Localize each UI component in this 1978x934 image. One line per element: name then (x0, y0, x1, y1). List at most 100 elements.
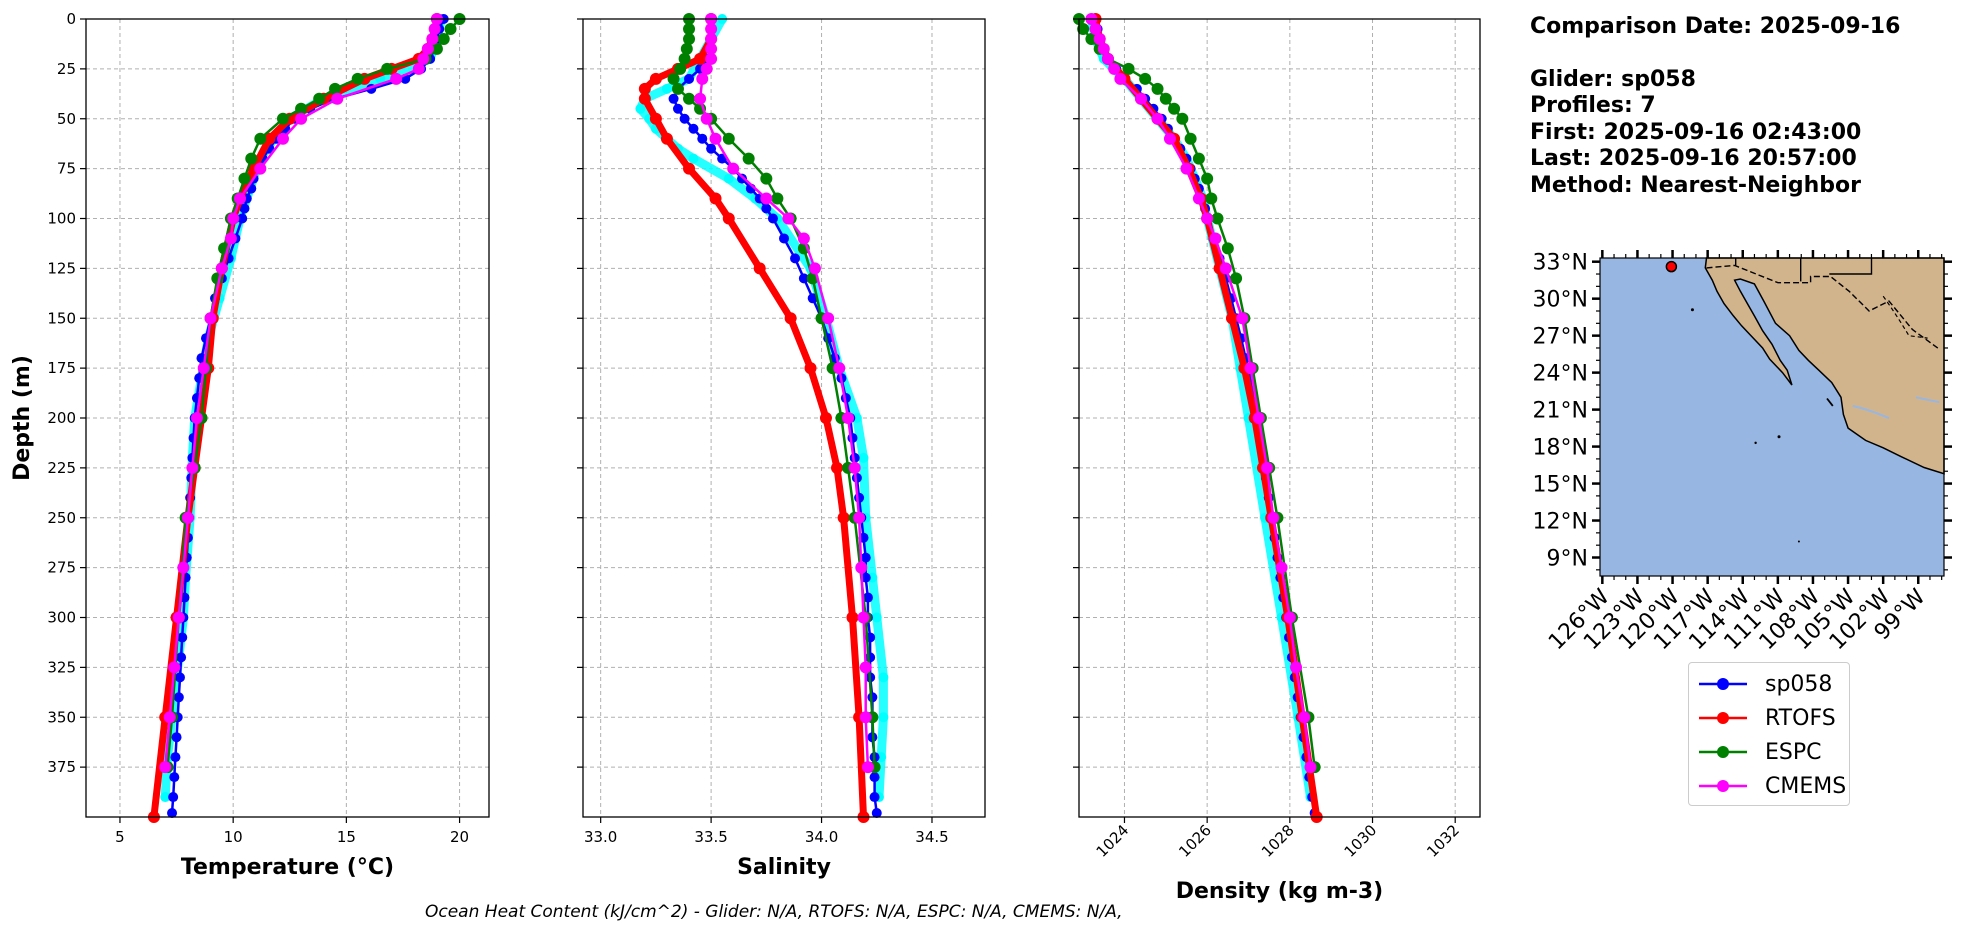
map-lat-label: 21°N (1533, 399, 1588, 424)
density-panel: 1024 1026 1028 1030 1032 Density (kg m-3) (1073, 13, 1481, 904)
series-point-cmems (186, 461, 199, 474)
axes-frame (582, 18, 986, 818)
series-point-cmems (808, 262, 821, 275)
series-point-espc (238, 172, 251, 185)
map-island (1754, 441, 1757, 445)
map-lat-label: 24°N (1533, 362, 1588, 387)
glider-raw-point (688, 153, 699, 164)
series-point-espc (1176, 112, 1189, 125)
series-point-sp058 (176, 652, 187, 663)
series-point-espc (1205, 192, 1218, 205)
series-line-cmems (698, 19, 870, 768)
series-point-espc (1077, 22, 1090, 35)
map-island (1826, 397, 1834, 407)
y-tick-label: 350 (47, 708, 76, 726)
series-point-cmems (1192, 192, 1205, 205)
glider-raw-point (661, 83, 672, 94)
series-point-cmems (700, 112, 713, 125)
series-point-cmems (1097, 42, 1110, 55)
legend-item-sp058: sp058 (1689, 667, 1849, 701)
series-point-rtofs (694, 52, 707, 65)
last-profile-time: Last: 2025-09-16 20:57:00 (1530, 146, 1857, 171)
map-island (1690, 308, 1694, 312)
series-point-rtofs (784, 312, 797, 325)
series-point-espc (381, 62, 394, 75)
y-tick-label: 250 (47, 509, 76, 527)
series-point-rtofs (722, 212, 735, 225)
y-tick-label: 325 (47, 658, 76, 676)
map-lat-label: 9°N (1547, 547, 1588, 572)
series-point-sp058 (171, 732, 182, 743)
series-point-cmems (696, 72, 709, 85)
series-point-espc (444, 22, 457, 35)
comparison-info: Comparison Date: 2025-09-16 Glider: sp05… (1530, 14, 1900, 199)
series-point-sp058 (706, 143, 717, 154)
series-point-rtofs (649, 72, 662, 85)
series-point-espc (1184, 132, 1197, 145)
map-state-border (1829, 258, 1873, 275)
series-point-cmems (233, 192, 246, 205)
series-point-cmems (1290, 661, 1303, 674)
series-point-cmems (215, 262, 228, 275)
legend-swatch-espc (1699, 746, 1747, 758)
series-point-cmems (390, 72, 403, 85)
salinity-panel: 33.0 33.5 34.0 34.5 Salinity (577, 13, 986, 880)
series-point-espc (742, 152, 755, 165)
series-line-espc (1077, 18, 1316, 768)
series-point-espc (678, 52, 691, 65)
series-point-sp058 (168, 792, 179, 803)
series-point-rtofs (649, 112, 662, 125)
series-point-sp058 (862, 592, 873, 603)
series-point-espc (329, 82, 342, 95)
series-point-cmems (848, 461, 861, 474)
y-tick-label: 100 (47, 210, 76, 228)
series-point-cmems (1163, 132, 1176, 145)
series-point-espc (1151, 82, 1164, 95)
y-tick-label: 25 (57, 60, 76, 78)
series-point-cmems (331, 92, 344, 105)
y-tick-label: 125 (47, 259, 76, 277)
legend-swatch-cmems (1699, 780, 1747, 792)
series-point-rtofs (831, 461, 844, 474)
series-line-sp058 (1094, 18, 1316, 814)
series-point-sp058 (871, 808, 882, 819)
series-point-cmems (1201, 212, 1214, 225)
series-point-cmems (181, 511, 194, 524)
series-point-cmems (190, 412, 203, 424)
series-point-cmems (1236, 312, 1249, 325)
x-tick-label: 10 (224, 828, 243, 846)
y-tick-label: 375 (47, 758, 76, 776)
glider-name: Glider: sp058 (1530, 66, 1696, 92)
series-point-cmems (797, 232, 810, 245)
series-point-rtofs (709, 192, 722, 205)
series-point-cmems (1261, 461, 1274, 474)
legend-item-espc: ESPC (1689, 735, 1849, 769)
series-line-sp058 (170, 18, 445, 814)
series-point-sp058 (860, 572, 871, 583)
series-point-cmems (760, 192, 773, 205)
series-point-espc (254, 132, 267, 145)
y-tick-label: 175 (47, 359, 76, 377)
x-tick-label: 1028 (1258, 821, 1298, 861)
series-point-espc (1192, 152, 1205, 165)
series-point-sp058 (869, 792, 880, 803)
series-point-cmems (197, 362, 210, 375)
series-point-cmems (700, 62, 713, 75)
legend-item-rtofs: RTOFS (1689, 701, 1849, 735)
series-point-sp058 (174, 672, 185, 683)
series-point-cmems (1304, 761, 1317, 774)
y-tick-label: 0 (66, 10, 76, 28)
series-point-cmems (168, 661, 181, 674)
map-lat-label: 27°N (1533, 325, 1588, 350)
series-point-cmems (172, 611, 185, 624)
series-point-sp058 (684, 73, 695, 84)
series-point-espc (1201, 172, 1214, 185)
series-point-cmems (1267, 511, 1280, 524)
series-point-rtofs (660, 132, 673, 145)
series-point-cmems (859, 661, 872, 674)
x-tick-label: 33.5 (694, 828, 727, 846)
series-point-sp058 (790, 253, 801, 264)
series-point-espc (276, 112, 289, 125)
series-point-cmems (705, 22, 718, 35)
